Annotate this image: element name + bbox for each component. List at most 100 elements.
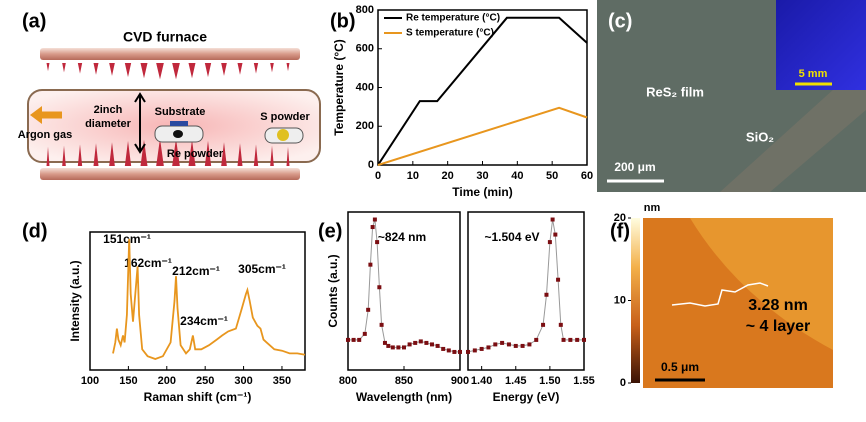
data-point <box>372 217 377 222</box>
y-tick-label: 400 <box>356 81 374 93</box>
data-point <box>379 322 384 327</box>
y-axis-label: Temperature (°C) <box>332 39 346 136</box>
data-line <box>377 106 588 166</box>
heat-arrow <box>270 145 274 166</box>
data-point <box>493 342 498 347</box>
data-line <box>467 219 584 353</box>
legend-label: Re temperature (°C) <box>406 13 500 24</box>
data-point <box>368 262 373 267</box>
diameter-label: diameter <box>85 118 132 130</box>
x-axis-label: Wavelength (nm) <box>356 390 452 404</box>
y-tick-label: 200 <box>356 120 374 132</box>
data-point <box>582 337 586 342</box>
x-tick-label: 0 <box>375 170 381 182</box>
x-tick-label: 800 <box>339 375 357 387</box>
data-point <box>366 307 371 312</box>
heat-arrow <box>221 142 227 166</box>
heat-arrow <box>156 63 164 80</box>
x-tick-label: 200 <box>158 375 176 387</box>
heat-arrow <box>204 140 212 166</box>
colorbar-tick-label: 20 <box>614 212 626 224</box>
x-tick-label: 20 <box>442 170 454 182</box>
afm-image: nm 3.28 nm ~ 4 layer 0.5 μm <box>631 202 833 388</box>
scale-label: 200 μm <box>614 160 655 174</box>
height-profile <box>671 282 769 307</box>
x-tick-label: 1.45 <box>505 375 526 387</box>
step-height: 3.28 nm <box>748 297 808 314</box>
s-powder <box>277 129 289 141</box>
data-point <box>402 345 406 350</box>
data-point <box>527 342 532 347</box>
y-axis-label: Intensity (a.u.) <box>68 260 82 341</box>
data-point <box>396 345 401 350</box>
x-tick-label: 1.55 <box>573 375 594 387</box>
heat-arrow <box>270 63 274 73</box>
data-point <box>550 217 555 222</box>
plot-frame <box>89 231 306 371</box>
heat-arrow <box>172 138 180 166</box>
x-axis-label: Time (min) <box>452 185 512 199</box>
annotation: 162cm⁻¹ <box>124 256 172 270</box>
plot-frame <box>467 211 585 371</box>
data-point <box>377 285 382 290</box>
x-tick-label: 10 <box>407 170 419 182</box>
heat-arrow <box>77 63 83 74</box>
heat-arrow <box>188 63 196 79</box>
heat-arrow <box>237 143 243 166</box>
heat-arrow <box>188 139 196 166</box>
inset-image <box>776 0 866 90</box>
heat-arrow <box>253 63 259 74</box>
heat-arrow <box>93 63 99 75</box>
annotation: ~1.504 eV <box>484 230 539 244</box>
heat-arrow <box>221 63 227 76</box>
data-point <box>357 337 362 342</box>
y-axis-label: Counts (a.u.) <box>326 254 340 327</box>
x-tick-label: 850 <box>395 375 413 387</box>
x-tick-label: 40 <box>511 170 523 182</box>
heat-arrow <box>124 140 132 166</box>
heat-arrow <box>93 143 99 166</box>
x-tick-label: 60 <box>581 170 593 182</box>
annotation: 151cm⁻¹ <box>103 232 151 246</box>
x-tick-label: 300 <box>234 375 252 387</box>
heat-arrow <box>109 63 115 76</box>
data-point <box>472 348 477 353</box>
re-powder-label: Re powder <box>167 148 224 160</box>
data-point <box>435 343 440 348</box>
heat-arrow <box>62 145 66 166</box>
colorbar-unit: nm <box>644 202 661 214</box>
substrate-label: Substrate <box>155 106 206 118</box>
data-point <box>386 343 391 348</box>
furnace-schematic: CVD furnace Argon gas 2inch diameter Sub… <box>18 29 321 180</box>
scale-label: 0.5 μm <box>661 360 699 374</box>
data-point <box>362 331 367 336</box>
data-point <box>556 277 561 282</box>
data-line <box>377 16 588 166</box>
data-line <box>112 238 306 360</box>
annotation: ~824 nm <box>378 230 426 244</box>
heat-arrow <box>172 63 180 80</box>
panel-label: (e) <box>318 220 342 242</box>
data-point <box>541 322 546 327</box>
data-point <box>452 349 457 354</box>
data-point <box>430 342 434 347</box>
x-tick-label: 30 <box>476 170 488 182</box>
x-tick-label: 1.50 <box>539 375 560 387</box>
y-tick-label: 600 <box>356 43 374 55</box>
film-label: ReS₂ film <box>646 84 704 99</box>
data-point <box>513 343 518 348</box>
heat-arrow <box>77 144 83 166</box>
x-tick-label: 150 <box>119 375 137 387</box>
heat-arrow <box>156 138 164 166</box>
data-point <box>346 337 350 342</box>
data-point <box>486 345 491 350</box>
annotation: 234cm⁻¹ <box>180 314 228 328</box>
x-tick-label: 250 <box>196 375 214 387</box>
x-axis-label: Energy (eV) <box>493 390 560 404</box>
film-edge <box>720 60 866 192</box>
panel-label: (a) <box>22 10 46 32</box>
data-point <box>382 340 387 345</box>
heat-arrow <box>140 139 148 166</box>
x-tick-label: 100 <box>81 375 99 387</box>
data-point <box>568 337 573 342</box>
